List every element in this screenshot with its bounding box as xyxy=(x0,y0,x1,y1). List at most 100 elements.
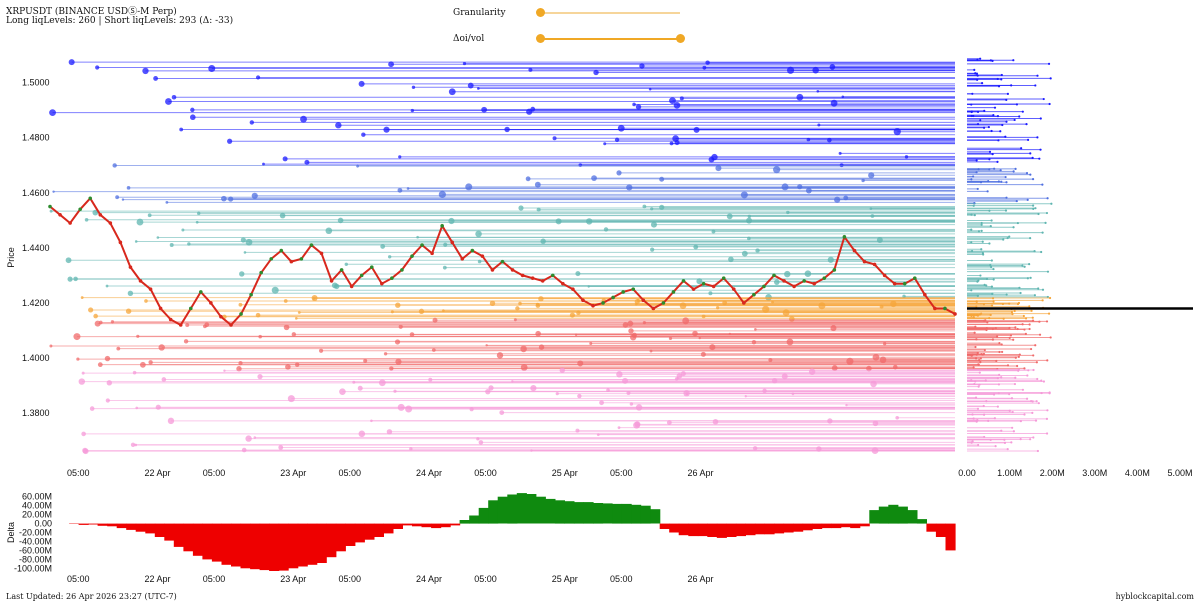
price-point xyxy=(209,301,213,305)
delta-bar xyxy=(850,523,861,529)
delta-bar xyxy=(678,523,689,536)
liquidation-level-dot xyxy=(845,403,848,407)
delta-bar xyxy=(802,523,813,531)
delta-bar xyxy=(726,523,737,537)
volume-bar-tip xyxy=(998,373,1001,376)
granularity-slider-track[interactable] xyxy=(540,12,680,14)
volume-bar-tip xyxy=(1017,355,1020,358)
price-point xyxy=(852,248,857,253)
liquidation-level-dot xyxy=(278,445,284,450)
volume-bar-tip xyxy=(985,326,988,330)
delta-axis-tick-label: 0.00 xyxy=(34,519,52,529)
volume-bar-tip xyxy=(1010,311,1014,314)
price-point xyxy=(742,301,746,305)
price-point xyxy=(339,268,344,272)
liquidation-levels xyxy=(49,59,955,455)
liquidation-level-dot xyxy=(142,67,149,75)
liquidation-level-dot xyxy=(773,279,780,285)
time-axis-tick-label: 05:00 xyxy=(474,468,497,478)
price-point xyxy=(68,221,72,225)
delta-axis-tick-label: -20.00M xyxy=(19,528,52,538)
liquidation-level-dot xyxy=(538,296,544,302)
liquidation-level-dot xyxy=(127,290,134,296)
liquidation-level-dot xyxy=(76,357,80,361)
liquidation-level-dot xyxy=(895,416,899,420)
liquidation-level-dot xyxy=(339,388,346,395)
volume-bar-tip xyxy=(1049,77,1052,80)
volume-bar-tip xyxy=(1026,374,1029,377)
liquidation-level-dot xyxy=(409,447,413,451)
oi-vol-slider-handle-max[interactable] xyxy=(675,34,685,43)
volume-bar-tip xyxy=(1011,312,1014,316)
volume-bar-tip xyxy=(973,214,976,217)
liquidation-level-dot xyxy=(147,213,152,218)
delta-axis-tick-label: -40.00M xyxy=(19,536,52,546)
price-point xyxy=(862,259,867,264)
volume-bar-tip xyxy=(1038,333,1042,336)
volume-bar-tip xyxy=(999,130,1002,133)
price-point xyxy=(279,248,284,253)
liquidation-level-dot xyxy=(88,307,94,313)
oi-vol-slider-track[interactable] xyxy=(540,38,680,40)
liquidation-level-dot xyxy=(818,302,826,310)
liquidation-level-dot xyxy=(536,207,541,212)
volume-bar-tip xyxy=(1006,236,1009,240)
volume-bar-tip xyxy=(1029,152,1032,155)
volume-bar-tip xyxy=(977,443,980,447)
liquidation-level-dot xyxy=(221,195,227,202)
volume-bar-tip xyxy=(1021,388,1025,391)
price-point xyxy=(933,306,937,311)
delta-bar xyxy=(640,505,651,524)
volume-bar-tip xyxy=(993,167,996,170)
oi-vol-slider-handle-min[interactable] xyxy=(535,34,545,43)
price-point xyxy=(772,273,776,278)
liquidation-level-dot xyxy=(666,420,672,425)
volume-bar-tip xyxy=(1041,299,1044,302)
volume-bar-tip xyxy=(1047,62,1051,65)
volume-bar-tip xyxy=(990,259,993,262)
delta-bar xyxy=(821,523,832,529)
liquidation-level-dot xyxy=(357,385,363,391)
delta-bar xyxy=(754,523,765,535)
delta-bar xyxy=(145,523,156,534)
volume-bar-tip xyxy=(1038,320,1041,323)
liquidation-level-dot xyxy=(89,406,95,411)
volume-bar-tip xyxy=(1028,323,1031,326)
liquidation-level-dot xyxy=(190,107,195,113)
volume-bar-tip xyxy=(983,283,986,287)
delta-bar xyxy=(926,523,937,532)
volume-bar-tip xyxy=(1002,238,1005,241)
volume-bar-tip xyxy=(1046,270,1050,273)
delta-time-axis-tick-label: 05:00 xyxy=(474,574,497,584)
delta-bar xyxy=(202,523,213,560)
price-point xyxy=(792,284,796,289)
liquidation-level-dot xyxy=(358,430,366,438)
volume-bar-tip xyxy=(1019,420,1022,423)
volume-bar-tip xyxy=(1045,211,1049,215)
liquidation-level-dot xyxy=(325,227,333,235)
liquidation-level-dot xyxy=(81,431,86,437)
liquidation-level-dot xyxy=(477,87,480,90)
price-point xyxy=(319,251,324,256)
volume-bar-tip xyxy=(1008,393,1011,396)
liquidation-level-dot xyxy=(575,271,581,277)
liquidation-level-dot xyxy=(786,210,790,215)
liquidation-level-dot xyxy=(635,104,642,110)
liquidation-level-dot xyxy=(318,348,324,353)
volume-bar-tip xyxy=(976,280,979,283)
granularity-slider-handle[interactable] xyxy=(535,8,545,17)
liquidation-level-dot xyxy=(416,235,419,239)
liquidation-level-dot xyxy=(771,300,774,304)
volume-bar-tip xyxy=(981,240,984,243)
volume-bar-tip xyxy=(1012,226,1015,229)
liquidation-level-dot xyxy=(538,344,545,350)
delta-bar xyxy=(888,504,899,524)
delta-time-axis-tick-label: 05:00 xyxy=(339,574,362,584)
time-axis-tick-label: 26 Apr xyxy=(687,468,713,478)
site-credit[interactable]: hyblockcapital.com xyxy=(1115,592,1194,601)
volume-bar-tip xyxy=(1046,409,1049,412)
liquidation-level-dot xyxy=(817,123,821,127)
delta-bar xyxy=(812,523,823,529)
price-point xyxy=(400,268,404,272)
price-point xyxy=(701,281,706,286)
